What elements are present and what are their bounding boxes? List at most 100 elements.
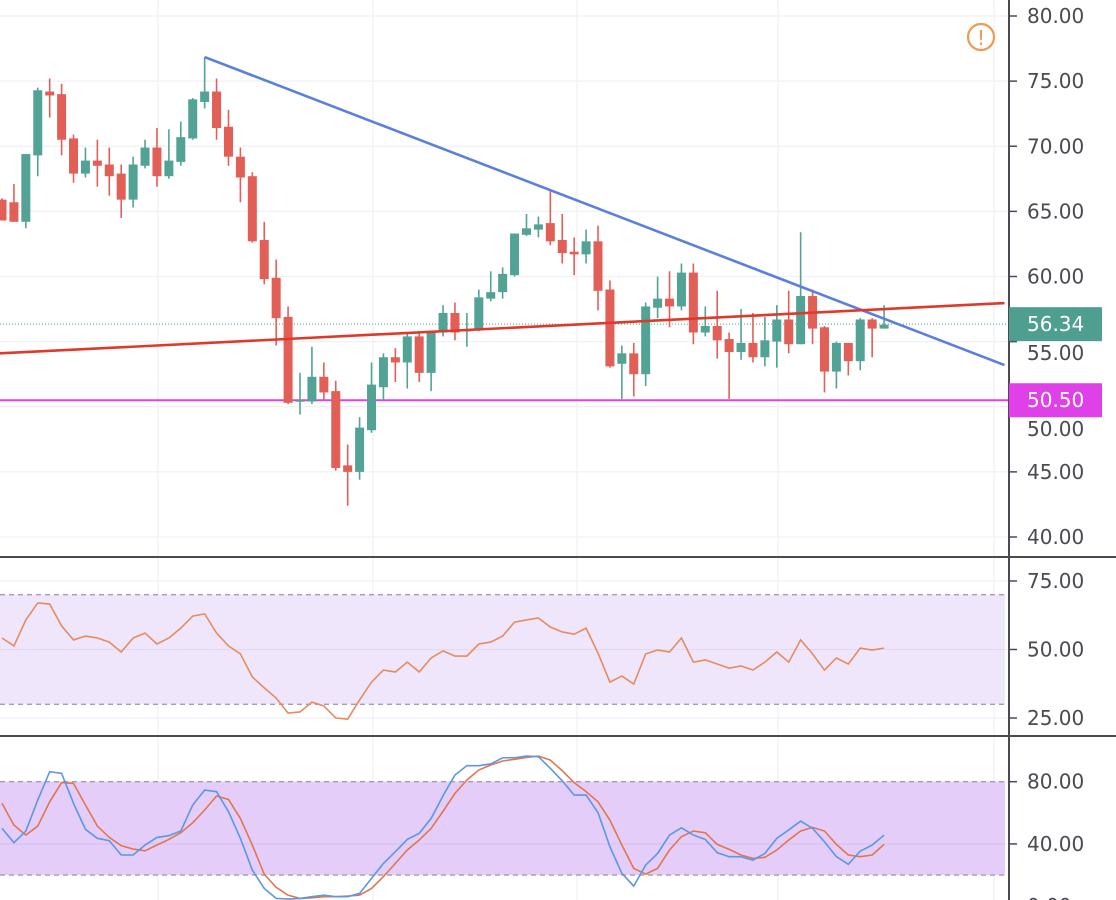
candle-down — [283, 306, 293, 405]
candle-up — [653, 276, 663, 319]
candle-down — [104, 147, 114, 196]
price-tick-label: 80.00 — [1027, 4, 1084, 28]
candle-down — [784, 290, 794, 354]
stochastic-band — [0, 781, 1005, 876]
exclamation-circle-icon[interactable] — [966, 22, 996, 52]
candle-down — [688, 263, 698, 345]
candle-body — [545, 223, 555, 242]
candlestick-series — [0, 57, 889, 506]
candle-body — [152, 147, 162, 177]
candle-down — [69, 134, 79, 183]
price-tick-label: 60.00 — [1027, 265, 1084, 289]
candle-body — [688, 272, 698, 333]
candle-body — [617, 353, 627, 364]
price-tick-label: 50.00 — [1027, 417, 1084, 441]
candle-up — [581, 229, 591, 264]
candle-body — [176, 137, 186, 162]
candle-body — [486, 292, 496, 299]
price-axis-background — [1009, 0, 1116, 900]
candle-down — [116, 164, 126, 218]
candle-up — [521, 213, 531, 237]
candle-down — [271, 259, 281, 346]
candle-up — [641, 302, 651, 386]
candle-down — [819, 325, 829, 393]
price-tick-label: 55.00 — [1027, 341, 1084, 365]
candle-up — [676, 263, 686, 311]
price-tick-label: 45.00 — [1027, 460, 1084, 484]
candle-body — [247, 176, 257, 242]
candle-down — [212, 78, 222, 140]
candle-up — [176, 121, 186, 166]
stochastic-d-line — [1, 755, 885, 900]
candle-body — [21, 154, 31, 222]
candle-body — [557, 240, 567, 254]
candle-body — [212, 91, 222, 129]
candle-body — [9, 202, 19, 222]
candle-up — [796, 232, 806, 345]
price-levels — [0, 323, 1009, 402]
candle-down — [235, 147, 245, 203]
candle-body — [593, 241, 603, 291]
candle-down — [593, 225, 603, 311]
candle-body — [259, 240, 269, 280]
candle-down — [45, 78, 55, 118]
horizontal-level-label-background — [1009, 383, 1102, 418]
candle-body — [569, 251, 579, 255]
grid-lines — [0, 0, 1009, 900]
trendline-ascending-support[interactable] — [0, 301, 1005, 355]
candle-down — [843, 342, 853, 376]
candle-up — [188, 98, 198, 140]
candle-body — [760, 340, 770, 358]
candle-body — [772, 319, 782, 342]
candle-body — [80, 160, 90, 174]
candle-up — [486, 271, 496, 302]
candle-body — [879, 324, 889, 329]
candle-down — [259, 221, 269, 285]
candle-body — [414, 336, 424, 373]
rsi-pane — [1, 602, 885, 720]
candle-up — [80, 147, 90, 178]
candle-body — [843, 342, 853, 362]
candle-up — [426, 331, 436, 392]
candle-body — [295, 400, 305, 402]
candle-down — [319, 362, 329, 401]
candle-body — [855, 319, 865, 362]
candle-body — [92, 160, 102, 166]
candle-body — [200, 91, 210, 102]
candle-body — [283, 316, 293, 403]
candle-down — [545, 190, 555, 246]
candle-down — [665, 271, 675, 328]
candle-down — [390, 348, 400, 383]
candle-body — [319, 376, 329, 393]
candle-body — [188, 99, 198, 139]
candle-body — [355, 427, 365, 472]
trendline-descending-resistance[interactable] — [204, 55, 1005, 367]
price-tick-label: 65.00 — [1027, 199, 1084, 223]
candle-body — [343, 465, 353, 472]
candle-body — [474, 297, 484, 330]
candle-body — [700, 325, 710, 333]
candle-body — [724, 339, 734, 353]
stochastic-pane — [1, 755, 885, 900]
candle-body — [104, 164, 114, 177]
candle-up — [128, 156, 138, 208]
candle-up — [855, 318, 865, 371]
current-price-label-background — [1009, 307, 1102, 342]
candle-up — [533, 216, 543, 238]
candle-up — [617, 345, 627, 399]
candle-up — [474, 289, 484, 332]
candle-down — [414, 332, 424, 383]
candle-body — [676, 272, 686, 307]
stochastic-tick-label: 80.00 — [1027, 770, 1084, 794]
candle-body — [57, 94, 67, 140]
candle-body — [796, 296, 806, 345]
candle-up — [164, 129, 174, 179]
trendlines[interactable] — [0, 55, 1005, 367]
candle-body — [867, 319, 877, 329]
candle-body — [367, 384, 377, 431]
alert-button[interactable]: ! — [966, 22, 996, 52]
candle-body — [498, 273, 508, 293]
price-tick-label: 75.00 — [1027, 69, 1084, 93]
